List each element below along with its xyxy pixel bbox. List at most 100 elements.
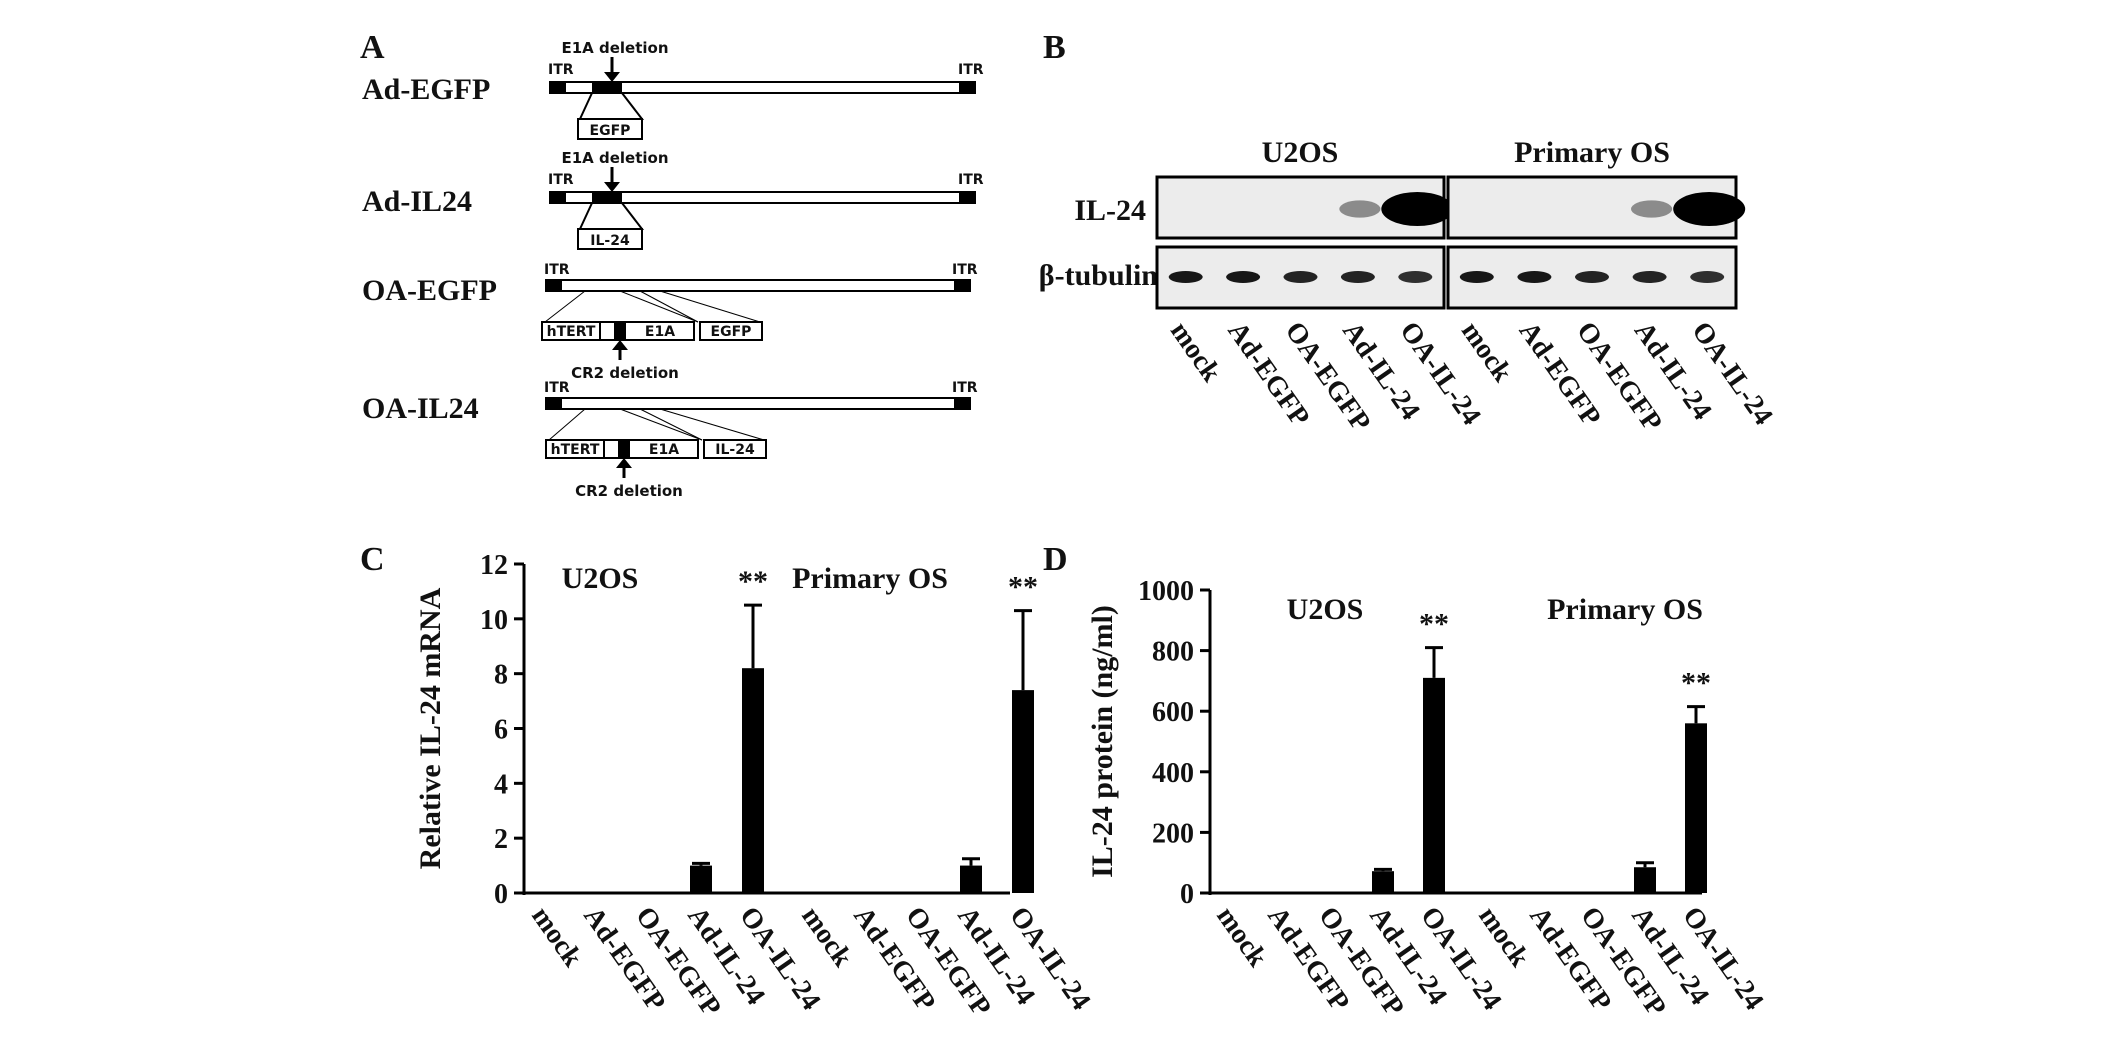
itr-left-block bbox=[550, 82, 566, 93]
expansion-line bbox=[548, 408, 586, 441]
itr-right-block bbox=[954, 280, 970, 291]
genome-bar bbox=[545, 279, 971, 292]
promoter-label: hTERT bbox=[551, 442, 600, 458]
bar bbox=[638, 892, 660, 894]
itr-left-block bbox=[546, 280, 562, 291]
deletion-label: CR2 deletion bbox=[575, 482, 683, 500]
y-tick-label: 800 bbox=[1152, 637, 1194, 668]
tubulin-band bbox=[1690, 271, 1725, 283]
tubulin-band bbox=[1398, 271, 1433, 283]
bar bbox=[908, 892, 930, 894]
expansion-line bbox=[659, 408, 765, 441]
y-axis-label: IL-24 protein (ng/ml) bbox=[1086, 605, 1119, 878]
y-tick-label: 10 bbox=[480, 605, 508, 636]
bar bbox=[1583, 892, 1605, 894]
y-tick-label: 200 bbox=[1152, 818, 1194, 849]
tubulin-band bbox=[1517, 271, 1552, 283]
significance-mark: ** bbox=[738, 565, 768, 598]
bar bbox=[1372, 871, 1394, 893]
lane-label: mock bbox=[1455, 316, 1518, 388]
y-tick-label: 6 bbox=[494, 715, 508, 746]
blot-tubulin bbox=[1446, 245, 1738, 310]
cr2-deletion-block bbox=[614, 322, 626, 340]
category-label: mock bbox=[795, 901, 858, 973]
cr2-arrow-head bbox=[616, 458, 632, 468]
il24-band bbox=[1339, 200, 1381, 218]
bar bbox=[856, 892, 878, 894]
bar bbox=[1219, 892, 1241, 894]
bar bbox=[742, 668, 764, 893]
expansion-line bbox=[619, 290, 699, 323]
itr-left-block bbox=[546, 398, 562, 409]
e1a-label: E1A bbox=[645, 324, 675, 340]
bar bbox=[690, 865, 712, 893]
il24-band bbox=[1631, 200, 1673, 218]
itr-left-label: ITR bbox=[544, 380, 570, 396]
y-tick-label: 4 bbox=[494, 769, 508, 800]
bar bbox=[1423, 677, 1445, 893]
itr-right-label: ITR bbox=[958, 172, 984, 188]
tubulin-band bbox=[1459, 271, 1494, 283]
bar bbox=[1321, 892, 1343, 894]
y-axis-label: Relative IL-24 mRNA bbox=[414, 587, 447, 869]
significance-mark: ** bbox=[1681, 667, 1711, 700]
insert-box bbox=[703, 439, 767, 459]
significance-mark: ** bbox=[1008, 571, 1038, 604]
genome-bar bbox=[545, 397, 971, 410]
insert-box bbox=[577, 118, 643, 140]
row-label-il24: IL-24 bbox=[1074, 194, 1146, 227]
bar bbox=[1012, 690, 1034, 893]
itr-left-label: ITR bbox=[548, 62, 574, 78]
itr-right-block bbox=[959, 192, 975, 203]
itr-right-block bbox=[954, 398, 970, 409]
il24-band bbox=[1673, 192, 1746, 226]
insert-label: EGFP bbox=[711, 324, 752, 340]
lane-label: mock bbox=[1164, 316, 1227, 388]
panel-label-b: B bbox=[1043, 29, 1066, 66]
construct-name: OA-EGFP bbox=[362, 274, 497, 307]
panel-label-d: D bbox=[1043, 541, 1068, 578]
tubulin-band bbox=[1168, 271, 1203, 283]
itr-right-block bbox=[959, 82, 975, 93]
insert-funnel bbox=[578, 92, 645, 120]
group-label-u2os: U2OS bbox=[1287, 593, 1364, 626]
deletion-label: CR2 deletion bbox=[571, 364, 679, 382]
tubulin-band bbox=[1632, 271, 1667, 283]
y-tick-label: 0 bbox=[1180, 879, 1194, 910]
insert-label: EGFP bbox=[590, 123, 631, 139]
promoter-label: hTERT bbox=[547, 324, 596, 340]
insert-funnel bbox=[578, 202, 645, 230]
y-tick-label: 400 bbox=[1152, 758, 1194, 789]
y-tick-label: 2 bbox=[494, 824, 508, 855]
tubulin-band bbox=[1226, 271, 1261, 283]
tubulin-band bbox=[1340, 271, 1375, 283]
expansion-line bbox=[544, 290, 586, 323]
panel-c-bar-chart: 0 2 4 6 8 10 12 Relative IL-24 mRNA U2OS Primary … bbox=[414, 550, 1096, 1022]
panel-d-bar-chart: 0 200 400 600 800 1000 IL-24 protein (ng/ml) U2… bbox=[1086, 576, 1769, 1022]
itr-right-label: ITR bbox=[952, 262, 978, 278]
category-label: mock bbox=[1210, 901, 1273, 973]
y-tick-label: 600 bbox=[1152, 697, 1194, 728]
y-tick-label: 8 bbox=[494, 660, 508, 691]
cr2-arrow-head bbox=[612, 340, 628, 350]
expansion-line bbox=[639, 290, 699, 323]
deletion-arrow-head bbox=[604, 182, 620, 192]
bar bbox=[1270, 892, 1292, 894]
itr-left-block bbox=[550, 192, 566, 203]
itr-left-label: ITR bbox=[548, 172, 574, 188]
e1a-deletion-block bbox=[592, 82, 622, 93]
itr-right-label: ITR bbox=[952, 380, 978, 396]
y-tick-label: 1000 bbox=[1138, 576, 1194, 607]
bar bbox=[1481, 892, 1503, 894]
group-label-primary-os: Primary OS bbox=[792, 562, 948, 595]
bar bbox=[1634, 867, 1656, 893]
expansion-line bbox=[659, 290, 761, 323]
e1a-label: E1A bbox=[649, 442, 679, 458]
tubulin-band bbox=[1283, 271, 1318, 283]
bar bbox=[804, 892, 826, 894]
insert-box bbox=[577, 228, 643, 250]
bar bbox=[534, 892, 556, 894]
deletion-label: E1A deletion bbox=[561, 149, 668, 167]
insert-label: IL-24 bbox=[590, 233, 630, 249]
